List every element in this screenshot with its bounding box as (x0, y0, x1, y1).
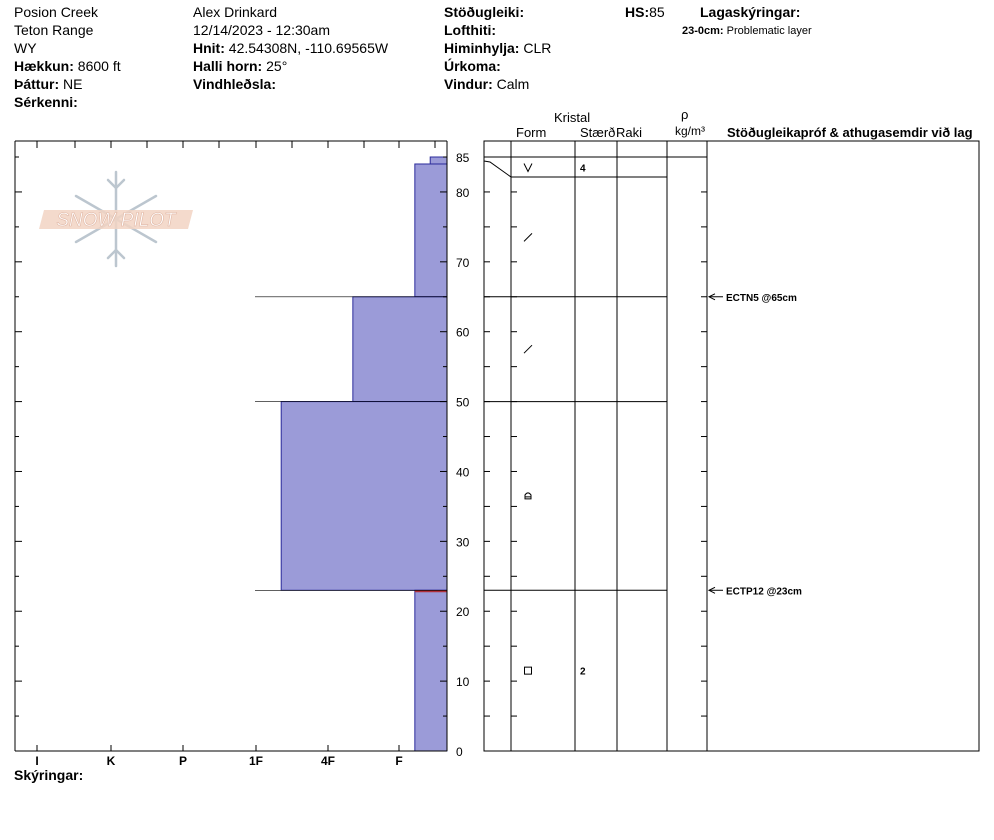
stability-test-arrowhead (707, 293, 716, 301)
snowpilot-logo: SNOW PILOT (39, 170, 193, 268)
grain-form-precip (523, 163, 533, 173)
hs-value: 85 (649, 4, 665, 20)
stability-test-label: ECTN5 @65cm (726, 293, 797, 304)
stability-row: Stöðugleiki: (444, 4, 525, 20)
y-tick-label: 70 (456, 256, 470, 270)
col-size: Stærð (580, 125, 616, 140)
sky-row: Himinhylja: CLR (444, 40, 552, 56)
hardness-layer-bar (414, 163, 448, 298)
x-tick-label: P (179, 754, 187, 768)
grain-form-fragment (523, 233, 533, 242)
grain-form-depth-hoar (524, 492, 532, 500)
range-name: Teton Range (14, 22, 94, 38)
header-location: Posion Creek Teton Range WY Hækkun: 8600… (14, 3, 121, 111)
state-name: WY (14, 40, 37, 56)
layer-note-text: Problematic layer (726, 25, 812, 37)
aspect-value: NE (63, 76, 83, 92)
wind-value: Calm (496, 76, 530, 92)
slope-row: Halli horn: 25° (193, 58, 288, 74)
hardness-layer-bar (414, 589, 448, 752)
observer-name: Alex Drinkard (193, 4, 278, 20)
hardness-layer-bar (429, 156, 448, 165)
elevation-row: Hækkun: 8600 ft (14, 58, 121, 74)
features-row: Sérkenni: (14, 94, 78, 110)
y-tick-label: 85 (456, 151, 470, 165)
col-moisture: Raki (616, 125, 643, 140)
coords-value: 42.54308N, -110.69565W (228, 40, 389, 56)
elevation-value: 8600 ft (77, 58, 121, 74)
y-tick-label: 20 (456, 605, 470, 619)
location-name: Posion Creek (14, 4, 99, 20)
x-tick-label: F (395, 754, 402, 768)
grain-size-label: 2 (580, 667, 586, 678)
observation-datetime: 12/14/2023 - 12:30am (193, 22, 330, 38)
col-form: Form (516, 125, 547, 140)
stability-test-label: ECTP12 @23cm (726, 586, 802, 597)
grain-form-fragment (523, 344, 533, 354)
grain-size-label: 4 (580, 163, 586, 174)
x-tick-label: 1F (249, 754, 263, 768)
wind-loading-row: Vindhleðsla: (193, 76, 276, 92)
layer-note: 23-0cm: Problematic layer (682, 22, 812, 40)
layer-connector (483, 160, 512, 178)
stability-test-arrowhead (707, 586, 716, 594)
y-tick-label: 80 (456, 186, 470, 200)
layer-notes-title: Lagaskýringar: (700, 4, 801, 20)
air-temp-row: Lofthiti: (444, 22, 497, 38)
col-rho: ρ (681, 107, 689, 122)
y-tick-label: 0 (456, 745, 463, 759)
wind-row: Vindur: Calm (444, 76, 530, 92)
layer-note-range: 23-0cm: (682, 25, 724, 37)
y-tick-label: 40 (456, 465, 470, 479)
hardness-layer-bar (280, 401, 448, 591)
footer-notes: Skýringar: (14, 767, 84, 783)
col-density-unit: kg/m³ (675, 124, 705, 138)
hardness-layer-bar (352, 296, 448, 403)
x-tick-label: 4F (321, 754, 335, 768)
y-tick-label: 30 (456, 535, 470, 549)
x-tick-label: I (35, 754, 38, 768)
hs-row: HS:85 (625, 4, 665, 20)
slope-value: 25° (266, 58, 288, 74)
header-observation: Alex Drinkard 12/14/2023 - 12:30am Hnit:… (193, 3, 388, 93)
precip-row: Úrkoma: (444, 58, 501, 74)
col-tests: Stöðugleikapróf & athugasemdir við lag (727, 125, 973, 140)
col-crystal: Kristal (554, 110, 591, 125)
y-tick-label: 50 (456, 396, 470, 410)
coords-row: Hnit: 42.54308N, -110.69565W (193, 40, 389, 56)
logo-text: SNOW PILOT (56, 210, 177, 231)
y-tick-label: 60 (456, 326, 470, 340)
aspect-row: Þáttur: NE (14, 76, 83, 92)
grid-frame (483, 140, 980, 752)
y-tick-label: 10 (456, 675, 470, 689)
sky-value: CLR (523, 40, 552, 56)
grain-form-faceted (524, 666, 532, 675)
header-weather: Stöðugleiki: Lofthiti: Himinhylja: CLR Ú… (444, 3, 551, 93)
x-tick-label: K (107, 754, 116, 768)
